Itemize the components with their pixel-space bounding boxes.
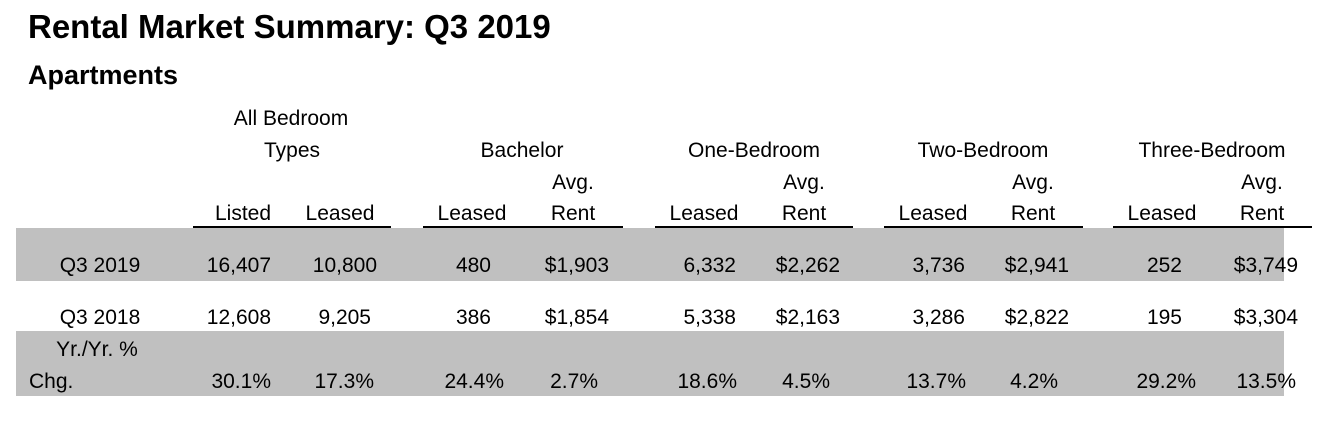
cell-q3-2019-leased-bachelor: 480 bbox=[455, 254, 491, 277]
cell-change-leased-one-bedroom: 18.6% bbox=[677, 370, 737, 393]
cell-q3-2019-listed: 16,407 bbox=[206, 254, 271, 277]
subheader-avg-two-bedroom: Avg. bbox=[1012, 171, 1054, 194]
cell-change-leased-all: 17.3% bbox=[314, 370, 374, 393]
cell-q3-2018-rent-three-bedroom: $3,304 bbox=[1233, 306, 1298, 329]
cell-q3-2019-rent-one-bedroom: $2,262 bbox=[775, 254, 840, 277]
cell-change-rent-two-bedroom: 4.2% bbox=[1010, 370, 1058, 393]
cell-q3-2019-leased-three-bedroom: 252 bbox=[1146, 254, 1182, 277]
group-header-bachelor: Bachelor bbox=[480, 139, 564, 162]
subheader-leased-bachelor: Leased bbox=[437, 202, 507, 225]
report-subtitle: Apartments bbox=[28, 60, 179, 90]
cell-q3-2018-leased-bachelor: 386 bbox=[455, 306, 491, 329]
cell-change-rent-three-bedroom: 13.5% bbox=[1236, 370, 1296, 393]
row-label-q3-2019: Q3 2019 bbox=[59, 254, 141, 277]
subheader-avg-bachelor: Avg. bbox=[552, 171, 594, 194]
subheader-avg-three-bedroom: Avg. bbox=[1241, 171, 1283, 194]
cell-q3-2018-rent-one-bedroom: $2,163 bbox=[775, 306, 840, 329]
group-header-all-line2: Types bbox=[263, 139, 321, 162]
cell-q3-2019-leased-all: 10,800 bbox=[312, 254, 377, 277]
underline-all-bedroom bbox=[193, 226, 391, 228]
cell-change-listed: 30.1% bbox=[211, 370, 271, 393]
group-header-three-bedroom: Three-Bedroom bbox=[1138, 139, 1286, 162]
row-band-q3-2019 bbox=[16, 228, 1284, 281]
group-header-one-bedroom: One-Bedroom bbox=[688, 139, 820, 162]
underline-three-bedroom bbox=[1113, 226, 1312, 228]
cell-change-rent-one-bedroom: 4.5% bbox=[782, 370, 830, 393]
cell-q3-2018-listed: 12,608 bbox=[206, 306, 271, 329]
underline-one-bedroom bbox=[655, 226, 853, 228]
cell-q3-2019-leased-two-bedroom: 3,736 bbox=[912, 254, 965, 277]
cell-q3-2019-rent-bachelor: $1,903 bbox=[544, 254, 609, 277]
row-label-change-line1: Yr./Yr. % bbox=[56, 338, 138, 361]
cell-change-leased-bachelor: 24.4% bbox=[444, 370, 504, 393]
subheader-avg-one-bedroom: Avg. bbox=[783, 171, 825, 194]
subheader-rent-bachelor: Rent bbox=[550, 202, 596, 225]
subheader-leased-all: Leased bbox=[305, 202, 375, 225]
cell-change-leased-two-bedroom: 13.7% bbox=[906, 370, 966, 393]
group-header-two-bedroom: Two-Bedroom bbox=[917, 139, 1049, 162]
cell-change-leased-three-bedroom: 29.2% bbox=[1136, 370, 1196, 393]
cell-change-rent-bachelor: 2.7% bbox=[550, 370, 598, 393]
row-label-q3-2018: Q3 2018 bbox=[59, 306, 141, 329]
cell-q3-2018-leased-all: 9,205 bbox=[318, 306, 371, 329]
subheader-listed: Listed bbox=[214, 202, 272, 225]
subheader-leased-three-bedroom: Leased bbox=[1127, 202, 1197, 225]
cell-q3-2018-leased-three-bedroom: 195 bbox=[1146, 306, 1182, 329]
cell-q3-2019-rent-two-bedroom: $2,941 bbox=[1004, 254, 1069, 277]
cell-q3-2018-rent-two-bedroom: $2,822 bbox=[1004, 306, 1069, 329]
cell-q3-2019-rent-three-bedroom: $3,749 bbox=[1233, 254, 1298, 277]
cell-q3-2018-rent-bachelor: $1,854 bbox=[544, 306, 609, 329]
underline-two-bedroom bbox=[884, 226, 1083, 228]
row-label-change-line2: Chg. bbox=[29, 370, 74, 393]
group-header-all-line1: All Bedroom bbox=[233, 107, 349, 130]
subheader-rent-two-bedroom: Rent bbox=[1010, 202, 1056, 225]
cell-q3-2019-leased-one-bedroom: 6,332 bbox=[683, 254, 736, 277]
row-band-change bbox=[16, 331, 1284, 396]
subheader-leased-two-bedroom: Leased bbox=[898, 202, 968, 225]
underline-bachelor bbox=[423, 226, 623, 228]
subheader-leased-one-bedroom: Leased bbox=[669, 202, 739, 225]
report-title: Rental Market Summary: Q3 2019 bbox=[28, 8, 551, 45]
cell-q3-2018-leased-two-bedroom: 3,286 bbox=[912, 306, 965, 329]
subheader-rent-three-bedroom: Rent bbox=[1239, 202, 1285, 225]
subheader-rent-one-bedroom: Rent bbox=[781, 202, 827, 225]
cell-q3-2018-leased-one-bedroom: 5,338 bbox=[683, 306, 736, 329]
